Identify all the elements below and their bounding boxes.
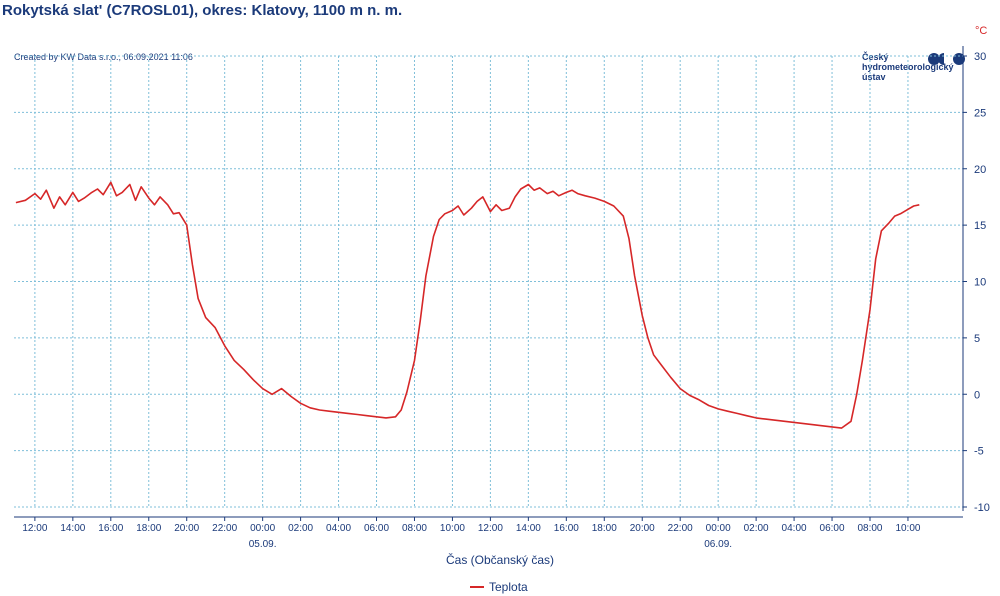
x-tick-label: 22:00 xyxy=(212,523,237,534)
x-tick-label: 04:00 xyxy=(782,523,807,534)
series-line-teplota xyxy=(15,181,920,429)
x-tick-label: 06:00 xyxy=(364,523,389,534)
created-by-note: Created by KW Data s.r.o., 06.09.2021 11… xyxy=(14,52,193,62)
y-tick-label: -5 xyxy=(974,446,984,458)
x-tick-label: 08:00 xyxy=(857,523,882,534)
legend[interactable]: Teplota xyxy=(470,580,528,594)
x-axis-label: Čas (Občanský čas) xyxy=(445,553,555,567)
y-tick-label: 20 xyxy=(974,164,986,176)
x-tick-label: 10:00 xyxy=(440,523,465,534)
chart-title: Rokytská slat' (C7ROSL01), okres: Klatov… xyxy=(2,2,403,19)
x-tick-label: 00:00 xyxy=(250,523,275,534)
x-tick-label: 00:00 xyxy=(706,523,731,534)
x-tick-label: 14:00 xyxy=(516,523,541,534)
x-tick-label: 10:00 xyxy=(895,523,920,534)
x-tick-label: 18:00 xyxy=(136,523,161,534)
x-tick-label: 16:00 xyxy=(554,523,579,534)
x-tick-label: 16:00 xyxy=(98,523,123,534)
x-tick-label: 20:00 xyxy=(174,523,199,534)
x-date-label: 05.09. xyxy=(249,539,277,550)
x-tick-label: 02:00 xyxy=(288,523,313,534)
x-tick-label: 06:00 xyxy=(820,523,845,534)
x-tick-label: 20:00 xyxy=(630,523,655,534)
y-axis-unit: °C xyxy=(975,25,987,37)
x-tick-label: 08:00 xyxy=(402,523,427,534)
x-tick-label: 02:00 xyxy=(744,523,769,534)
x-date-label: 06.09. xyxy=(704,539,732,550)
y-tick-label: 5 xyxy=(974,333,980,345)
legend-label: Teplota xyxy=(489,580,528,594)
y-tick-label: -10 xyxy=(974,502,990,514)
x-tick-label: 18:00 xyxy=(592,523,617,534)
y-tick-label: 15 xyxy=(974,220,986,232)
legend-swatch xyxy=(470,586,484,588)
x-tick-label: 22:00 xyxy=(668,523,693,534)
x-tick-label: 04:00 xyxy=(326,523,351,534)
y-tick-label: 30 xyxy=(974,51,986,63)
y-tick-label: 10 xyxy=(974,277,986,289)
logo-text: Český hydrometeorologický ústav xyxy=(862,52,954,82)
x-tick-label: 12:00 xyxy=(22,523,47,534)
y-tick-label: 0 xyxy=(974,389,980,401)
y-tick-label: 25 xyxy=(974,107,986,119)
x-tick-label: 14:00 xyxy=(60,523,85,534)
x-tick-label: 12:00 xyxy=(478,523,503,534)
